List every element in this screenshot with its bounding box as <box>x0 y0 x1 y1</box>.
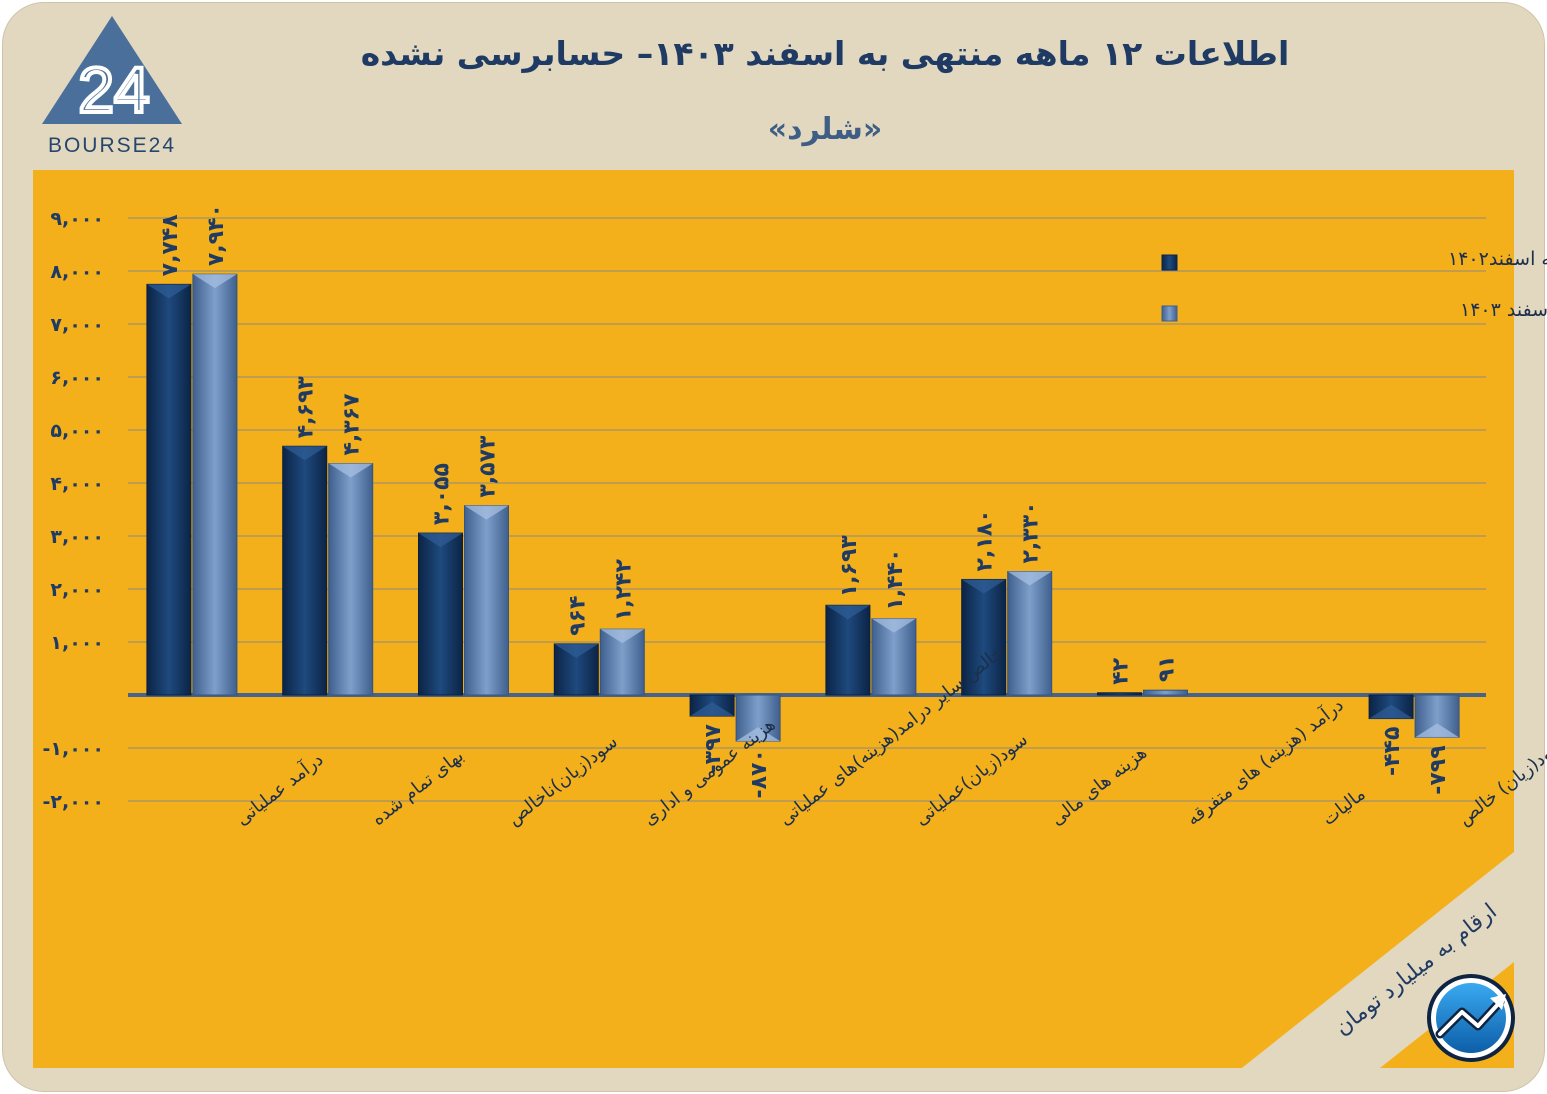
data-label: ۳,۵۷۳ <box>476 435 501 498</box>
data-label: ۹۱ <box>1155 655 1180 682</box>
bar-1402-bevel <box>554 643 599 658</box>
bar-1403 <box>192 273 238 696</box>
data-label: ۱,۶۹۳ <box>837 535 862 598</box>
bourse24-logo: 24 BOURSE24 <box>34 12 194 162</box>
legend-swatch-1403 <box>1161 305 1178 322</box>
bar-1403 <box>464 505 509 696</box>
bar-1402 <box>146 283 192 696</box>
y-tick-label: ۱,۰۰۰ <box>50 632 104 654</box>
data-label: ۱,۲۴۲ <box>611 559 636 622</box>
bar-1403 <box>1143 689 1188 696</box>
data-label: ۷,۹۴۰ <box>204 204 229 266</box>
chart-panel <box>33 170 1514 1068</box>
y-tick-label: -۲,۰۰۰ <box>43 791 105 813</box>
logo-mark: 24 <box>78 54 149 126</box>
y-tick-label: ۷,۰۰۰ <box>50 314 104 336</box>
chart-subtitle: «شلرد» <box>767 112 883 147</box>
y-tick-label: -۱,۰۰۰ <box>43 738 105 760</box>
legend: عملکرد منتهی به اسفند۱۴۰۲ عملکرد منتهی ب… <box>1161 248 1547 322</box>
y-tick-label: ۹,۰۰۰ <box>50 208 104 230</box>
legend-swatch-1402 <box>1161 254 1178 271</box>
bar-1403-bevel <box>1007 571 1052 586</box>
bar-1402 <box>961 578 1007 696</box>
data-label: ۹۶۴ <box>565 596 590 636</box>
chart-title: اطلاعات ۱۲ ماهه منتهی به اسفند ۱۴۰۳– حسا… <box>360 34 1290 73</box>
bar-1403 <box>328 463 374 696</box>
bar-1403 <box>599 628 645 696</box>
bar-1402-bevel <box>825 605 870 620</box>
bar-1402 <box>282 445 328 696</box>
data-label: ۷,۷۴۸ <box>158 214 183 277</box>
bar-1402 <box>1097 692 1142 696</box>
bar-1403-bevel <box>736 727 781 742</box>
data-label: -۷۹۹ <box>1426 745 1451 794</box>
logo-text: BOURSE24 <box>48 134 176 157</box>
data-label: -۸۷۰ <box>747 749 772 798</box>
bar-1403-bevel <box>328 463 373 478</box>
y-tick-label: ۵,۰۰۰ <box>50 420 104 442</box>
bar-1402-bevel <box>282 446 327 461</box>
bar-1402-bevel <box>146 284 191 299</box>
data-label: ۱,۴۴۰ <box>883 549 908 611</box>
data-label: ۴,۳۶۷ <box>340 393 365 456</box>
bar-1403-bevel <box>1415 723 1460 738</box>
bar-1402-bevel <box>1369 704 1414 719</box>
y-tick-label: ۳,۰۰۰ <box>50 526 104 548</box>
bar-1403-bevel <box>871 618 916 633</box>
data-label: ۲,۱۸۰ <box>973 509 998 571</box>
y-tick-label: ۴,۰۰۰ <box>50 473 104 495</box>
data-label: ۴,۶۹۳ <box>294 376 319 439</box>
y-tick-label: ۶,۰۰۰ <box>50 367 104 389</box>
data-label: ۲,۳۳۰ <box>1019 501 1044 563</box>
bar-1403-bevel <box>192 274 237 289</box>
bar-1402-bevel <box>418 533 463 548</box>
bar-1402-bevel <box>690 702 735 717</box>
bar-1403-bevel <box>464 505 509 520</box>
legend-label-1402: عملکرد منتهی به اسفند۱۴۰۲ <box>1448 248 1547 270</box>
bar-1403 <box>1007 571 1053 696</box>
y-tick-label: ۲,۰۰۰ <box>50 579 104 601</box>
data-label: -۴۴۵ <box>1380 727 1405 776</box>
data-label: -۳۹۷ <box>701 723 726 773</box>
data-label: ۴۲ <box>1109 657 1134 684</box>
bar-1402-bevel <box>961 579 1006 594</box>
data-label: ۳,۰۵۵ <box>430 463 455 525</box>
trend-badge-icon <box>1427 974 1515 1062</box>
bar-1402 <box>418 532 463 696</box>
y-tick-label: ۸,۰۰۰ <box>50 261 104 283</box>
legend-label-1403: عملکرد منتهی به اسفند ۱۴۰۳ <box>1460 299 1547 321</box>
bar-1403-bevel <box>600 629 645 644</box>
